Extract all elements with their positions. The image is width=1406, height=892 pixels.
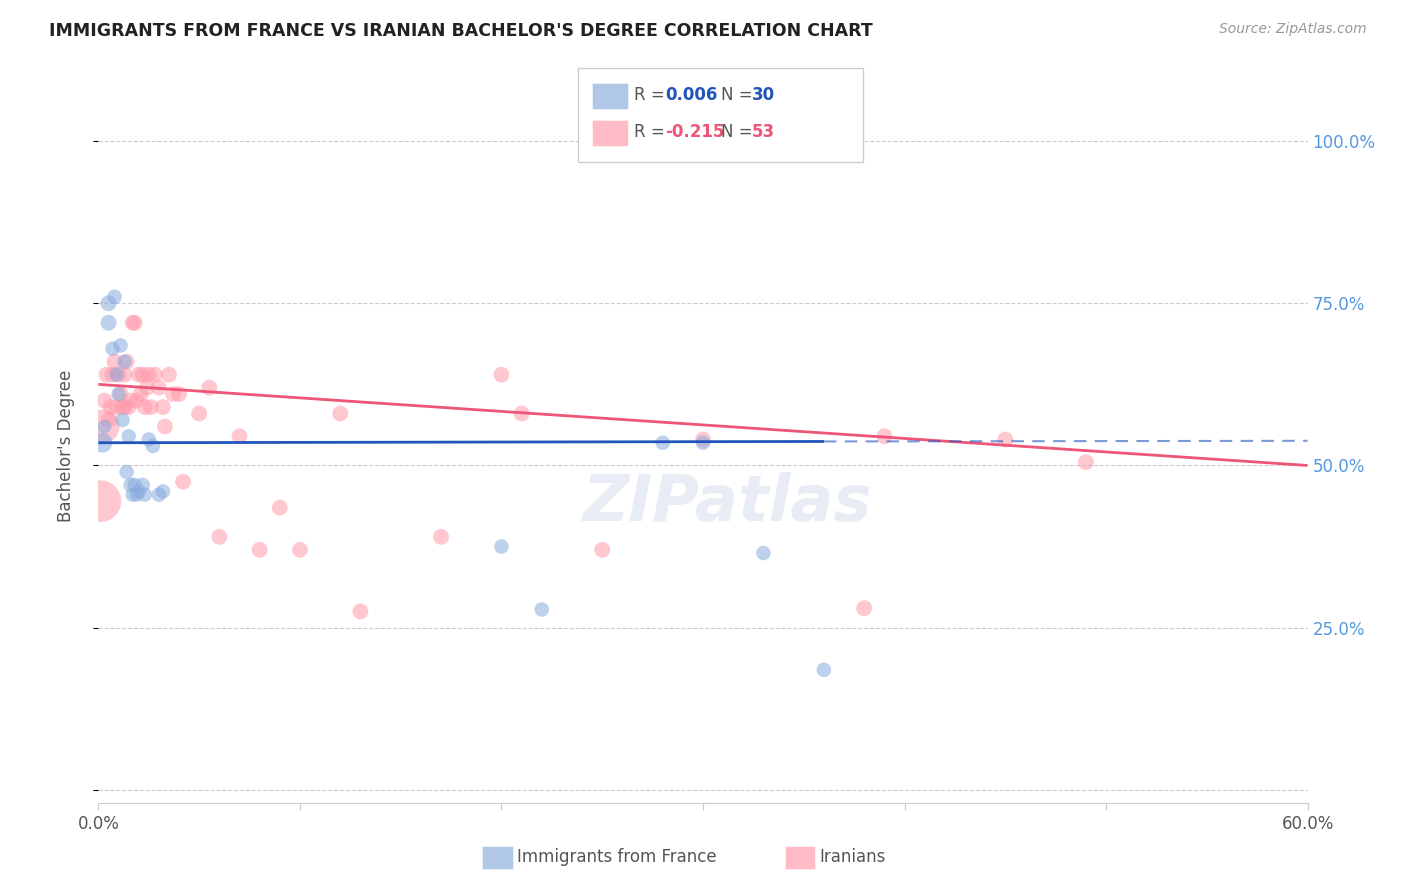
Text: 30: 30 — [752, 86, 775, 103]
Point — [349, 604, 371, 618]
Point — [101, 342, 124, 356]
Point — [114, 354, 136, 368]
Text: R =: R = — [634, 86, 671, 103]
Point — [591, 542, 613, 557]
Point — [249, 542, 271, 557]
Point — [135, 381, 157, 395]
Point — [97, 296, 120, 310]
Point — [873, 429, 896, 443]
Point — [132, 368, 155, 382]
Point — [103, 290, 125, 304]
Point — [152, 484, 174, 499]
Point — [148, 381, 170, 395]
Point — [100, 400, 122, 414]
Point — [153, 419, 176, 434]
Point — [110, 338, 132, 352]
Point — [101, 368, 124, 382]
Point — [129, 387, 152, 401]
Point — [143, 368, 166, 382]
Point — [107, 368, 129, 382]
Point — [97, 413, 120, 427]
Point — [120, 478, 142, 492]
Point — [114, 368, 136, 382]
Text: R =: R = — [634, 123, 671, 141]
Text: N =: N = — [721, 86, 758, 103]
Point — [115, 465, 138, 479]
Text: Immigrants from France: Immigrants from France — [517, 848, 717, 866]
Point — [91, 419, 114, 434]
Point — [138, 433, 160, 447]
Point — [134, 488, 156, 502]
Point — [994, 433, 1017, 447]
Point — [132, 478, 155, 492]
Point — [530, 602, 553, 616]
Point — [430, 530, 453, 544]
Point — [692, 433, 714, 447]
Point — [138, 368, 160, 382]
Point — [96, 368, 118, 382]
Text: Iranians: Iranians — [820, 848, 886, 866]
Point — [152, 400, 174, 414]
Point — [110, 387, 132, 401]
Point — [105, 400, 128, 414]
Point — [139, 400, 162, 414]
Point — [118, 400, 141, 414]
Point — [103, 354, 125, 368]
Point — [813, 663, 835, 677]
Point — [128, 368, 150, 382]
Point — [269, 500, 291, 515]
Point — [124, 316, 146, 330]
Point — [491, 368, 513, 382]
Point — [1074, 455, 1097, 469]
Point — [208, 530, 231, 544]
Point — [111, 413, 134, 427]
Point — [228, 429, 250, 443]
Text: -0.215: -0.215 — [665, 123, 724, 141]
Point — [198, 381, 221, 395]
Point — [491, 540, 513, 554]
Point — [510, 407, 533, 421]
Point — [111, 400, 134, 414]
Point — [121, 488, 143, 502]
Point — [121, 316, 143, 330]
Point — [134, 400, 156, 414]
Point — [172, 475, 194, 489]
Text: 0.006: 0.006 — [665, 86, 717, 103]
Point — [120, 393, 142, 408]
Point — [93, 393, 115, 408]
Point — [89, 494, 111, 508]
Point — [115, 354, 138, 368]
Point — [125, 393, 148, 408]
Point — [118, 429, 141, 443]
Point — [157, 368, 180, 382]
Point — [167, 387, 190, 401]
Text: N =: N = — [721, 123, 758, 141]
Point — [114, 400, 136, 414]
Point — [93, 419, 115, 434]
Point — [651, 435, 673, 450]
Y-axis label: Bachelor's Degree: Bachelor's Degree — [56, 370, 75, 522]
Point — [162, 387, 184, 401]
Point — [752, 546, 775, 560]
Point — [288, 542, 311, 557]
Point — [124, 478, 146, 492]
Point — [188, 407, 211, 421]
Text: 53: 53 — [752, 123, 775, 141]
Point — [128, 484, 150, 499]
Point — [142, 439, 165, 453]
Point — [148, 488, 170, 502]
Text: IMMIGRANTS FROM FRANCE VS IRANIAN BACHELOR'S DEGREE CORRELATION CHART: IMMIGRANTS FROM FRANCE VS IRANIAN BACHEL… — [49, 22, 873, 40]
Point — [105, 368, 128, 382]
Text: ZIPatlas: ZIPatlas — [582, 472, 872, 534]
Text: Source: ZipAtlas.com: Source: ZipAtlas.com — [1219, 22, 1367, 37]
Point — [853, 601, 876, 615]
Point — [97, 316, 120, 330]
Point — [107, 387, 129, 401]
Point — [125, 488, 148, 502]
Point — [91, 435, 114, 450]
Point — [692, 435, 714, 450]
Point — [329, 407, 352, 421]
